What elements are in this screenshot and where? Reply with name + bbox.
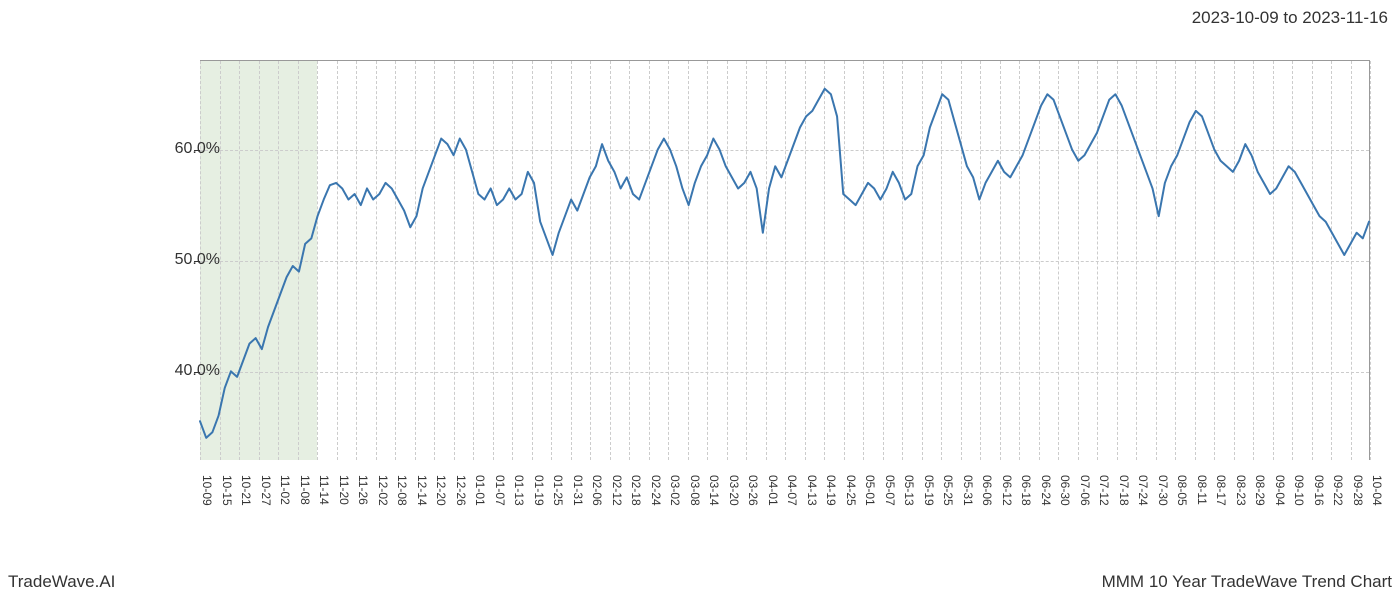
x-tick-label: 02-24 bbox=[649, 475, 663, 506]
x-tick-label: 08-05 bbox=[1175, 475, 1189, 506]
x-tick-label: 03-08 bbox=[688, 475, 702, 506]
x-tick-label: 03-20 bbox=[727, 475, 741, 506]
x-tick-label: 10-04 bbox=[1370, 475, 1384, 506]
x-tick-label: 07-18 bbox=[1117, 475, 1131, 506]
x-tick-label: 06-30 bbox=[1058, 475, 1072, 506]
x-tick-label: 09-22 bbox=[1331, 475, 1345, 506]
x-tick-label: 02-06 bbox=[590, 475, 604, 506]
x-tick-label: 06-12 bbox=[1000, 475, 1014, 506]
x-tick-label: 07-06 bbox=[1078, 475, 1092, 506]
trend-line-svg bbox=[200, 61, 1369, 460]
x-tick-label: 07-30 bbox=[1156, 475, 1170, 506]
x-tick-label: 12-14 bbox=[415, 475, 429, 506]
x-tick-label: 07-24 bbox=[1136, 475, 1150, 506]
x-tick-label: 08-23 bbox=[1234, 475, 1248, 506]
y-tick-label: 40.0% bbox=[175, 362, 220, 380]
x-tick-label: 02-18 bbox=[629, 475, 643, 506]
x-tick-label: 09-10 bbox=[1292, 475, 1306, 506]
x-tick-label: 08-11 bbox=[1195, 475, 1209, 505]
trend-line bbox=[200, 89, 1369, 438]
x-tick-label: 01-01 bbox=[473, 475, 487, 506]
x-tick-label: 11-02 bbox=[278, 475, 292, 505]
x-tick-label: 05-01 bbox=[863, 475, 877, 506]
chart-plot-area: 10-0910-1510-2110-2711-0211-0811-1411-20… bbox=[200, 60, 1370, 460]
x-tick-label: 12-02 bbox=[376, 475, 390, 506]
x-tick-label: 11-14 bbox=[317, 475, 331, 505]
x-tick-label: 10-27 bbox=[259, 475, 273, 506]
x-tick-label: 11-20 bbox=[337, 475, 351, 505]
footer-chart-title: MMM 10 Year TradeWave Trend Chart bbox=[1102, 572, 1392, 592]
footer-brand: TradeWave.AI bbox=[8, 572, 115, 592]
x-tick-label: 01-31 bbox=[571, 475, 585, 506]
x-tick-label: 12-08 bbox=[395, 475, 409, 506]
y-tick-label: 60.0% bbox=[175, 140, 220, 158]
x-tick-label: 04-07 bbox=[785, 475, 799, 506]
x-tick-label: 10-21 bbox=[239, 475, 253, 506]
x-tick-label: 10-15 bbox=[220, 475, 234, 506]
x-tick-label: 09-16 bbox=[1312, 475, 1326, 506]
x-tick-label: 12-20 bbox=[434, 475, 448, 506]
x-tick-label: 04-13 bbox=[805, 475, 819, 506]
date-range-label: 2023-10-09 to 2023-11-16 bbox=[1192, 8, 1388, 28]
x-tick-label: 10-09 bbox=[200, 475, 214, 506]
x-tick-label: 01-13 bbox=[512, 475, 526, 506]
x-tick-label: 08-17 bbox=[1214, 475, 1228, 506]
x-tick-label: 05-19 bbox=[922, 475, 936, 506]
x-tick-label: 02-12 bbox=[610, 475, 624, 506]
x-tick-label: 05-25 bbox=[941, 475, 955, 506]
x-tick-label: 04-01 bbox=[766, 475, 780, 506]
x-tick-label: 01-19 bbox=[532, 475, 546, 506]
y-tick-label: 50.0% bbox=[175, 251, 220, 269]
x-tick-label: 03-26 bbox=[746, 475, 760, 506]
x-tick-label: 05-13 bbox=[902, 475, 916, 506]
x-tick-label: 01-07 bbox=[493, 475, 507, 506]
x-tick-label: 12-26 bbox=[454, 475, 468, 506]
x-tick-label: 06-24 bbox=[1039, 475, 1053, 506]
x-tick-label: 07-12 bbox=[1097, 475, 1111, 506]
x-tick-label: 03-14 bbox=[707, 475, 721, 506]
x-tick-label: 08-29 bbox=[1253, 475, 1267, 506]
x-tick-label: 04-19 bbox=[824, 475, 838, 506]
vgrid-line bbox=[1370, 61, 1371, 460]
x-tick-label: 11-08 bbox=[298, 475, 312, 505]
x-tick-label: 11-26 bbox=[356, 475, 370, 505]
x-tick-label: 06-18 bbox=[1019, 475, 1033, 506]
x-tick-label: 03-02 bbox=[668, 475, 682, 506]
x-tick-label: 06-06 bbox=[980, 475, 994, 506]
x-tick-label: 09-28 bbox=[1351, 475, 1365, 506]
plot-inner: 10-0910-1510-2110-2711-0211-0811-1411-20… bbox=[200, 61, 1369, 460]
x-tick-label: 04-25 bbox=[844, 475, 858, 506]
x-tick-label: 09-04 bbox=[1273, 475, 1287, 506]
x-tick-label: 05-31 bbox=[961, 475, 975, 506]
x-tick-label: 01-25 bbox=[551, 475, 565, 506]
x-tick-label: 05-07 bbox=[883, 475, 897, 506]
